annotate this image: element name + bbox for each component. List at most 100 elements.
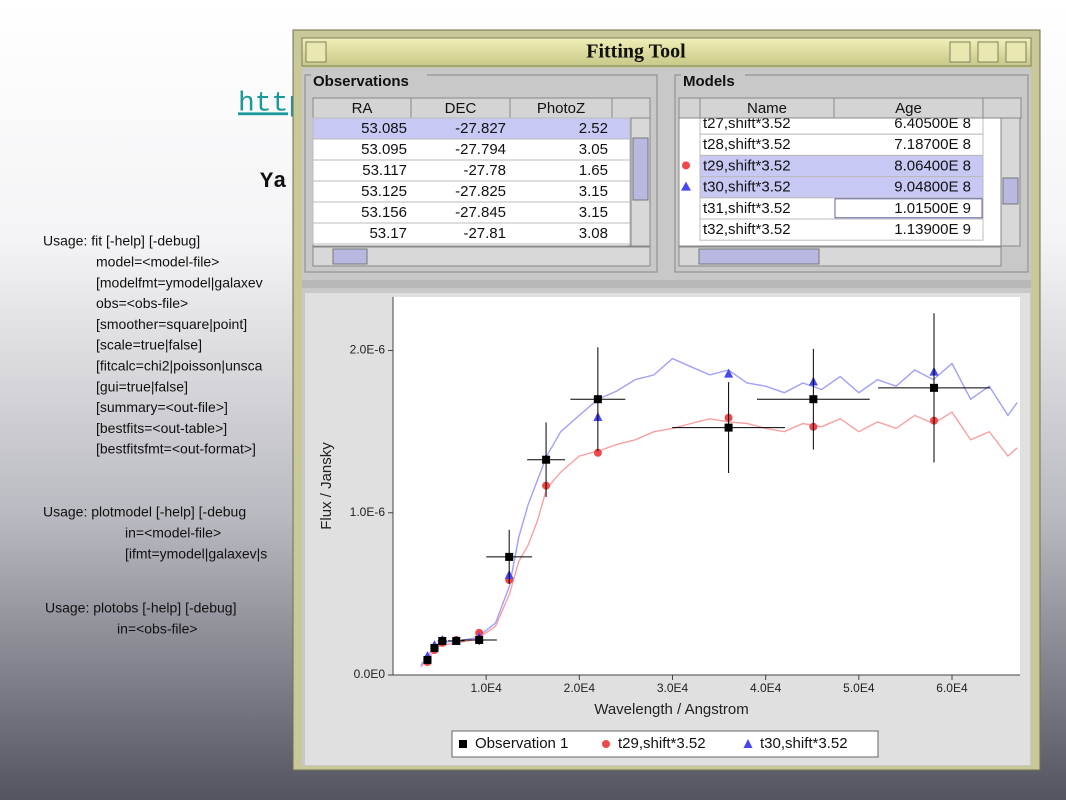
maximize-button[interactable] — [977, 41, 999, 63]
models-panel — [674, 74, 1029, 273]
usage-line: Usage: fit [-help] [-debug] — [43, 233, 200, 249]
table-cell: 1.01500E 9 — [894, 200, 971, 217]
legend-marker — [743, 739, 753, 748]
data-point — [593, 448, 602, 457]
usage-line: [summary=<out-file>] — [96, 399, 228, 415]
model-rows: t27,shift*3.52 6.40500E 8 t28,shift*3.52 7.… — [681, 115, 984, 241]
usage-line: in=<model-file> — [125, 525, 221, 541]
table-row[interactable] — [312, 222, 631, 245]
horizontal-scrollbar[interactable] — [312, 246, 651, 267]
table-cell: 53.117 — [362, 162, 407, 179]
scroll-thumb[interactable] — [632, 137, 649, 201]
data-point — [593, 395, 602, 404]
y-tick-label: 0.0E0 — [354, 667, 386, 681]
data-point — [724, 423, 733, 432]
usage-line: obs=<obs-file> — [96, 295, 188, 311]
panel-title: Observations — [313, 73, 409, 90]
y-axis-label: Flux / Jansky — [318, 442, 335, 530]
usage-line: [fitcalc=chi2|poisson|unsca — [96, 358, 263, 374]
plot-content — [420, 313, 1018, 668]
usage-line: [smoother=square|point] — [96, 316, 247, 332]
table-cell: 3.15 — [579, 204, 608, 221]
close-button[interactable] — [1005, 41, 1027, 63]
data-point — [438, 636, 447, 645]
column-header-label: PhotoZ — [537, 100, 585, 117]
data-point — [809, 395, 818, 404]
table-cell: 1.65 — [579, 162, 608, 179]
table-cell: 2.52 — [579, 120, 608, 137]
table-cell: -27.827 — [455, 120, 506, 137]
table-cell: t29,shift*3.52 — [703, 157, 791, 174]
legend-label: t30,shift*3.52 — [760, 735, 848, 752]
minimize-button[interactable] — [949, 41, 971, 63]
table-cell: t31,shift*3.52 — [703, 200, 791, 217]
usage-line: Usage: plotmodel [-help] [-debug — [43, 504, 246, 520]
table-cell: 6.40500E 8 — [894, 115, 971, 132]
row-marker-icon — [682, 161, 690, 170]
table-row[interactable] — [699, 218, 984, 241]
focused-cell — [834, 198, 983, 219]
table-cell: -27.78 — [463, 162, 506, 179]
scroll-thumb[interactable] — [698, 248, 820, 265]
x-tick-label: 2.0E4 — [564, 681, 596, 695]
table-cell: 3.05 — [579, 141, 608, 158]
scroll-thumb[interactable] — [332, 248, 368, 265]
panel-title-bg — [681, 74, 745, 78]
column-header — [678, 97, 701, 119]
table-cell: 53.156 — [361, 204, 407, 221]
table-cell: 3.15 — [579, 183, 608, 200]
data-point — [724, 368, 734, 378]
data-point — [505, 552, 514, 561]
panel-title: Models — [683, 73, 735, 90]
slide-heading: Ya — [260, 169, 286, 194]
window-title: Fitting Tool — [586, 41, 686, 63]
column-header — [982, 97, 1022, 119]
usage-line: [gui=true|false] — [96, 378, 188, 394]
table-cell: -27.794 — [455, 141, 506, 158]
usage-line: [modelfmt=ymodel|galaxev — [96, 274, 263, 290]
usage-line: [bestfits=<out-table>] — [96, 420, 227, 436]
usage-line: model=<model-file> — [96, 254, 219, 270]
usage-line: [ifmt=ymodel|galaxev|s — [125, 545, 267, 561]
usage-line: [scale=true|false] — [96, 337, 202, 353]
y-tick-label: 1.0E-6 — [350, 505, 386, 519]
legend — [451, 730, 879, 758]
data-point — [930, 383, 939, 392]
x-tick-label: 3.0E4 — [657, 681, 689, 695]
column-header-label: RA — [352, 100, 373, 117]
data-point — [423, 655, 432, 664]
window-menu-button[interactable] — [305, 41, 327, 63]
table-cell: 3.08 — [579, 225, 608, 242]
panel-title-bg — [311, 74, 427, 78]
legend-marker — [459, 740, 467, 748]
data-point — [475, 635, 484, 644]
x-tick-label: 6.0E4 — [936, 681, 968, 695]
table-cell: 8.06400E 8 — [894, 157, 971, 174]
column-header-label: Name — [747, 100, 787, 117]
fitting-tool-window: Fitting Tool Observations RA DEC PhotoZ 53.08… — [292, 29, 1041, 771]
table-cell: 53.095 — [361, 141, 407, 158]
usage-line: in=<obs-file> — [117, 621, 198, 637]
table-cell: 53.125 — [361, 183, 407, 200]
table-cell: 1.13900E 9 — [894, 221, 971, 238]
table-cell: -27.81 — [463, 225, 506, 242]
observations-panel — [304, 74, 658, 273]
x-axis-label: Wavelength / Angstrom — [594, 701, 749, 718]
table-cell: -27.825 — [455, 183, 506, 200]
title-bar — [301, 37, 1032, 67]
legend-label: Observation 1 — [475, 735, 568, 752]
usage-line: [bestfitsfmt=<out-format>] — [96, 441, 256, 457]
table-cell: 53.085 — [361, 120, 407, 137]
table-cell: -27.845 — [455, 204, 506, 221]
x-tick-label: 1.0E4 — [470, 681, 502, 695]
column-header-label: Age — [895, 100, 922, 117]
model-spectrum — [420, 411, 1018, 668]
table-cell: 53.17 — [369, 225, 407, 242]
x-tick-label: 4.0E4 — [750, 681, 782, 695]
scroll-thumb[interactable] — [1002, 177, 1019, 205]
table-cell: 7.18700E 8 — [894, 136, 971, 153]
row-marker-icon — [681, 181, 691, 191]
splitter[interactable] — [302, 280, 1031, 288]
table-cell: t28,shift*3.52 — [703, 136, 791, 153]
